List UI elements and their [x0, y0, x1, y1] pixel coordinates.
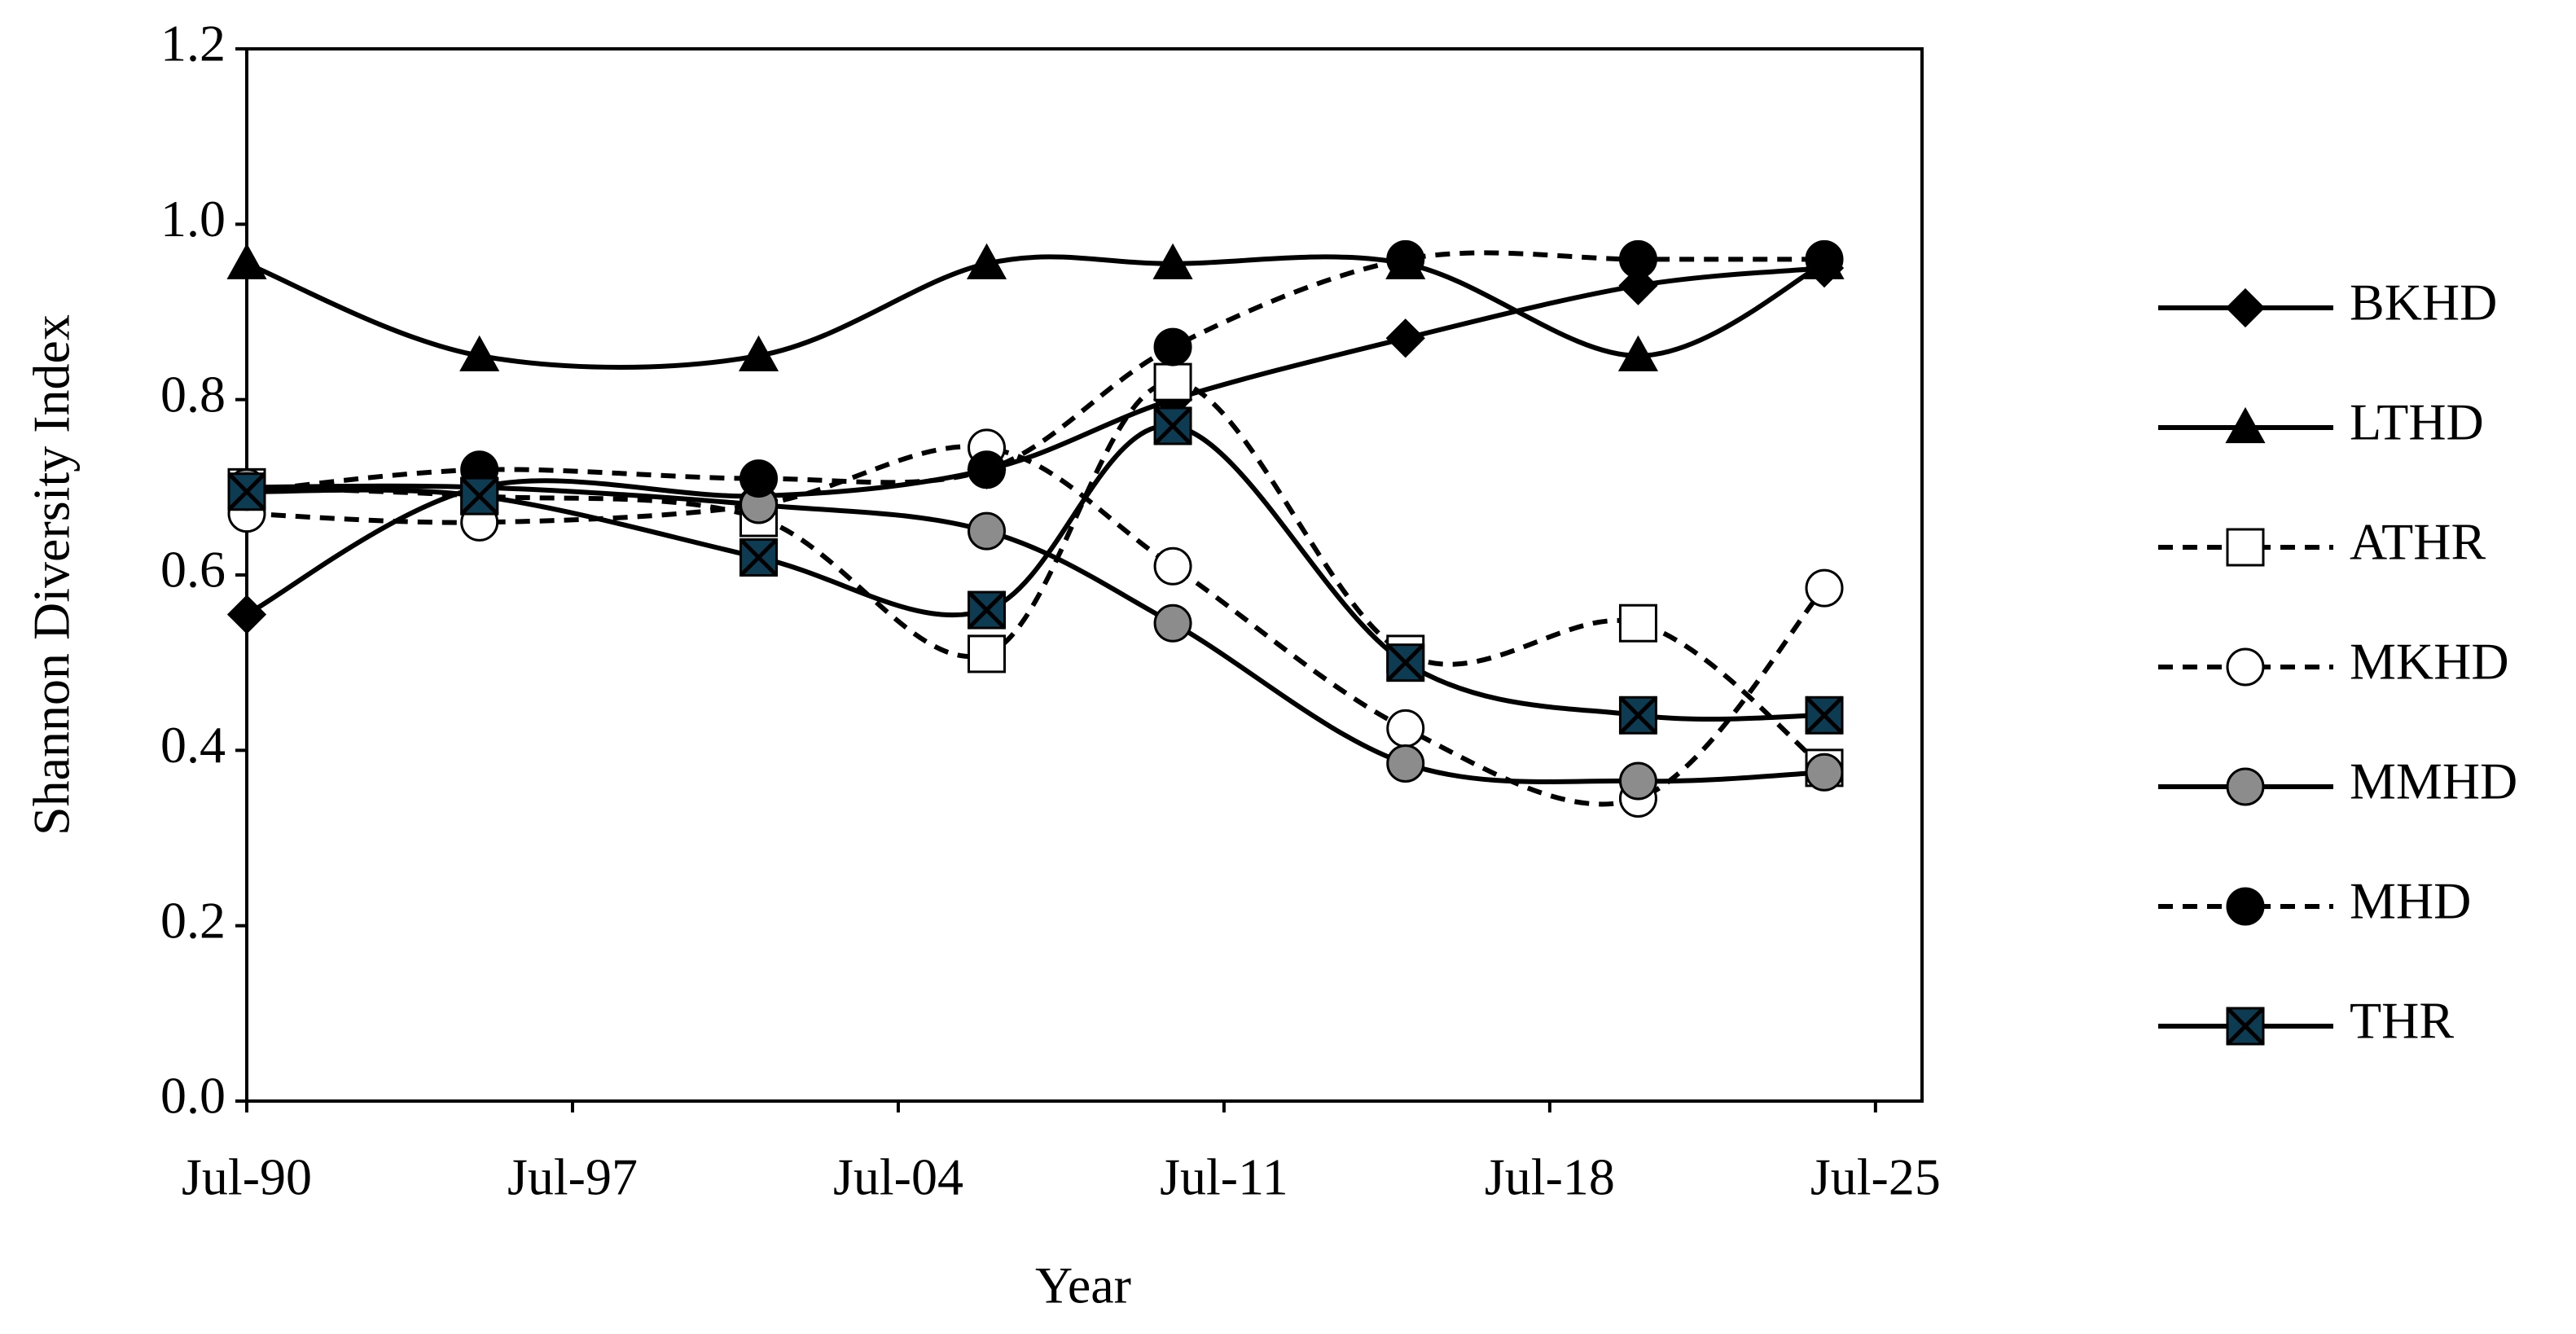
marker: [227, 472, 266, 511]
marker: [1805, 696, 1844, 735]
marker-cross: [2226, 1007, 2265, 1046]
marker: [2226, 528, 2265, 567]
marker: [1386, 744, 1425, 783]
marker: [968, 634, 1007, 674]
legend-item: MKHD: [2158, 633, 2509, 691]
legend-item: MHD: [2158, 872, 2471, 930]
marker: [738, 335, 779, 371]
marker-cross: [739, 538, 779, 577]
legend-item: THR: [2158, 992, 2454, 1050]
marker: [968, 511, 1007, 551]
marker: [1618, 761, 1657, 801]
marker: [1386, 709, 1425, 748]
marker: [1805, 568, 1844, 608]
series-line: [245, 265, 1825, 617]
x-tick-label: Jul-18: [1485, 1148, 1615, 1206]
legend-item: MMHD: [2158, 753, 2517, 810]
marker-cross: [459, 476, 499, 516]
marker: [1618, 696, 1658, 735]
x-axis-title: Year: [1035, 1257, 1131, 1314]
marker: [1386, 239, 1425, 279]
y-axis-title: Shannon Diversity Index: [23, 314, 81, 836]
x-tick-label: Jul-25: [1810, 1148, 1941, 1206]
marker: [739, 538, 779, 577]
marker: [739, 459, 779, 498]
y-tick-label: 0.0: [160, 1067, 226, 1125]
marker: [1153, 603, 1192, 643]
series-line: [246, 483, 1825, 784]
marker: [1385, 643, 1425, 682]
marker: [2225, 287, 2266, 328]
marker-cross: [1385, 643, 1425, 682]
y-tick-label: 0.6: [160, 541, 226, 599]
series-line: [245, 254, 1826, 370]
legend-label: MKHD: [2350, 633, 2509, 691]
marker-cross: [1618, 696, 1658, 735]
marker: [1153, 546, 1192, 586]
marker: [1618, 265, 1658, 305]
legend-label: ATHR: [2350, 513, 2486, 571]
marker: [967, 590, 1007, 630]
marker: [2226, 767, 2265, 806]
series-line: [246, 250, 1825, 494]
marker: [2226, 1007, 2265, 1046]
legend-item: LTHD: [2158, 393, 2484, 451]
marker-cross: [1153, 406, 1192, 445]
marker: [1153, 362, 1192, 402]
marker: [2225, 406, 2266, 444]
y-tick-label: 1.0: [160, 190, 226, 248]
marker: [968, 450, 1007, 489]
marker: [1805, 753, 1844, 792]
marker: [459, 476, 499, 516]
x-tick-label: Jul-97: [507, 1148, 638, 1206]
legend-item: BKHD: [2158, 274, 2497, 331]
legend-label: LTHD: [2350, 393, 2484, 451]
marker: [1805, 239, 1844, 279]
marker: [966, 243, 1007, 279]
y-tick-label: 0.4: [160, 716, 226, 774]
y-tick-label: 0.8: [160, 365, 226, 423]
marker: [1385, 318, 1425, 358]
marker: [1618, 239, 1657, 279]
marker-cross: [967, 590, 1007, 630]
x-tick-label: Jul-11: [1160, 1148, 1288, 1206]
marker: [226, 243, 267, 279]
marker-cross: [227, 472, 266, 511]
series-line: [246, 423, 1825, 722]
x-tick-label: Jul-90: [182, 1148, 312, 1206]
legend-label: THR: [2350, 992, 2454, 1050]
legend-label: MMHD: [2350, 753, 2517, 810]
legend-label: BKHD: [2350, 274, 2497, 331]
legend-label: MHD: [2350, 872, 2471, 930]
y-tick-label: 1.2: [160, 15, 226, 72]
marker: [459, 335, 500, 371]
legend-item: ATHR: [2158, 513, 2486, 571]
marker: [1153, 406, 1192, 445]
marker: [1617, 335, 1659, 371]
marker-cross: [1805, 696, 1844, 735]
marker: [1618, 603, 1657, 643]
marker: [1153, 327, 1192, 366]
marker: [1152, 243, 1193, 279]
marker: [226, 595, 267, 634]
x-tick-label: Jul-04: [833, 1148, 963, 1206]
marker: [2226, 647, 2265, 687]
marker: [2226, 887, 2265, 926]
y-tick-label: 0.2: [160, 891, 226, 949]
